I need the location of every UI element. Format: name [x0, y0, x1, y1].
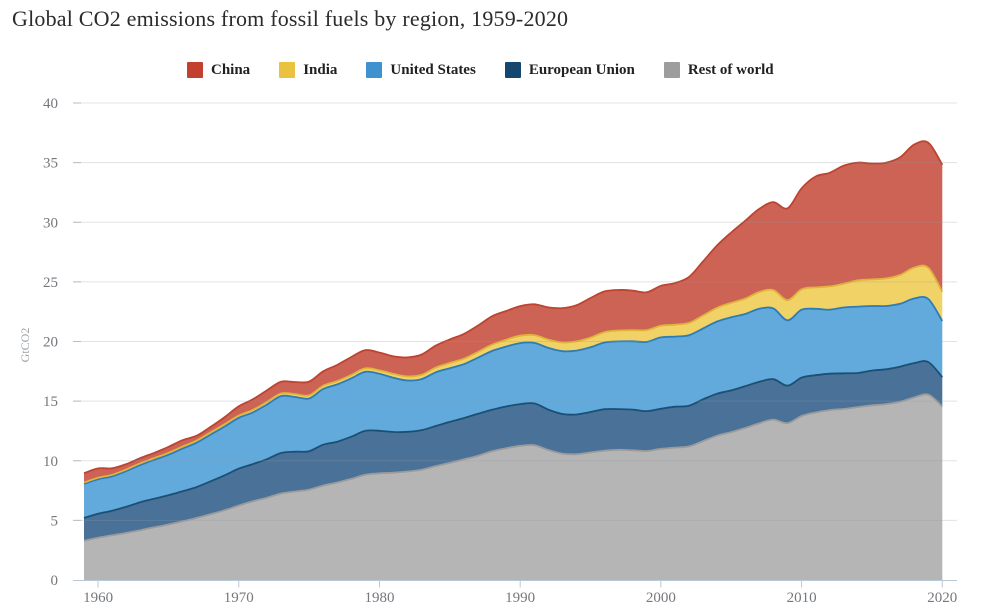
y-tick-label-20: 20 — [43, 335, 58, 351]
y-tick-label-0: 0 — [51, 573, 59, 589]
x-tick-label-1980: 1980 — [364, 590, 394, 606]
x-tick-label-1990: 1990 — [505, 590, 535, 606]
area-china[interactable] — [84, 141, 943, 483]
legend-label-china: China — [211, 61, 251, 78]
area-rest-of-world[interactable] — [84, 394, 943, 580]
legend-item-china[interactable]: China — [187, 62, 250, 78]
line-china — [83, 140, 944, 475]
y-tick-label-40: 40 — [43, 96, 58, 112]
line-india — [83, 264, 944, 484]
y-tick-label-5: 5 — [51, 513, 59, 529]
legend: China India United States European Union… — [187, 62, 774, 78]
area-european-union[interactable] — [84, 361, 943, 541]
x-tick-label-1960: 1960 — [83, 590, 113, 606]
area-india[interactable] — [84, 265, 943, 484]
legend-swatch-china — [187, 62, 203, 78]
legend-item-european-union[interactable]: European Union — [504, 61, 635, 78]
x-tick-label-2000: 2000 — [646, 590, 676, 606]
legend-swatch-european-union — [504, 62, 521, 78]
legend-label-european-union: European Union — [528, 61, 635, 78]
legend-item-united-states[interactable]: United States — [366, 61, 476, 78]
x-tick-label-1970: 1970 — [224, 590, 254, 606]
y-tick-label-30: 30 — [43, 215, 58, 231]
legend-label-india: India — [303, 61, 338, 78]
x-tick-label-2020: 2020 — [927, 590, 957, 606]
legend-swatch-united-states — [366, 62, 383, 78]
area-united-states[interactable] — [84, 296, 943, 518]
legend-item-india[interactable]: India — [279, 62, 337, 78]
chart-title: Global CO2 emissions from fossil fuels b… — [12, 6, 569, 31]
legend-swatch-india — [279, 62, 296, 78]
legend-swatch-rest-of-world — [663, 62, 680, 78]
line-rest-of-world — [83, 393, 943, 542]
y-tick-label-15: 15 — [43, 394, 58, 410]
y-tick-label-35: 35 — [43, 156, 58, 172]
x-tick-label-2010: 2010 — [787, 590, 817, 606]
y-axis-title: GtCO2 — [18, 328, 32, 363]
line-united-states — [83, 296, 944, 485]
legend-item-rest-of-world[interactable]: Rest of world — [663, 61, 774, 78]
legend-label-united-states: United States — [390, 61, 476, 78]
y-tick-label-25: 25 — [43, 275, 58, 291]
legend-label-rest-of-world: Rest of world — [687, 61, 774, 78]
y-tick-label-10: 10 — [43, 454, 58, 470]
line-european-union — [83, 360, 943, 519]
